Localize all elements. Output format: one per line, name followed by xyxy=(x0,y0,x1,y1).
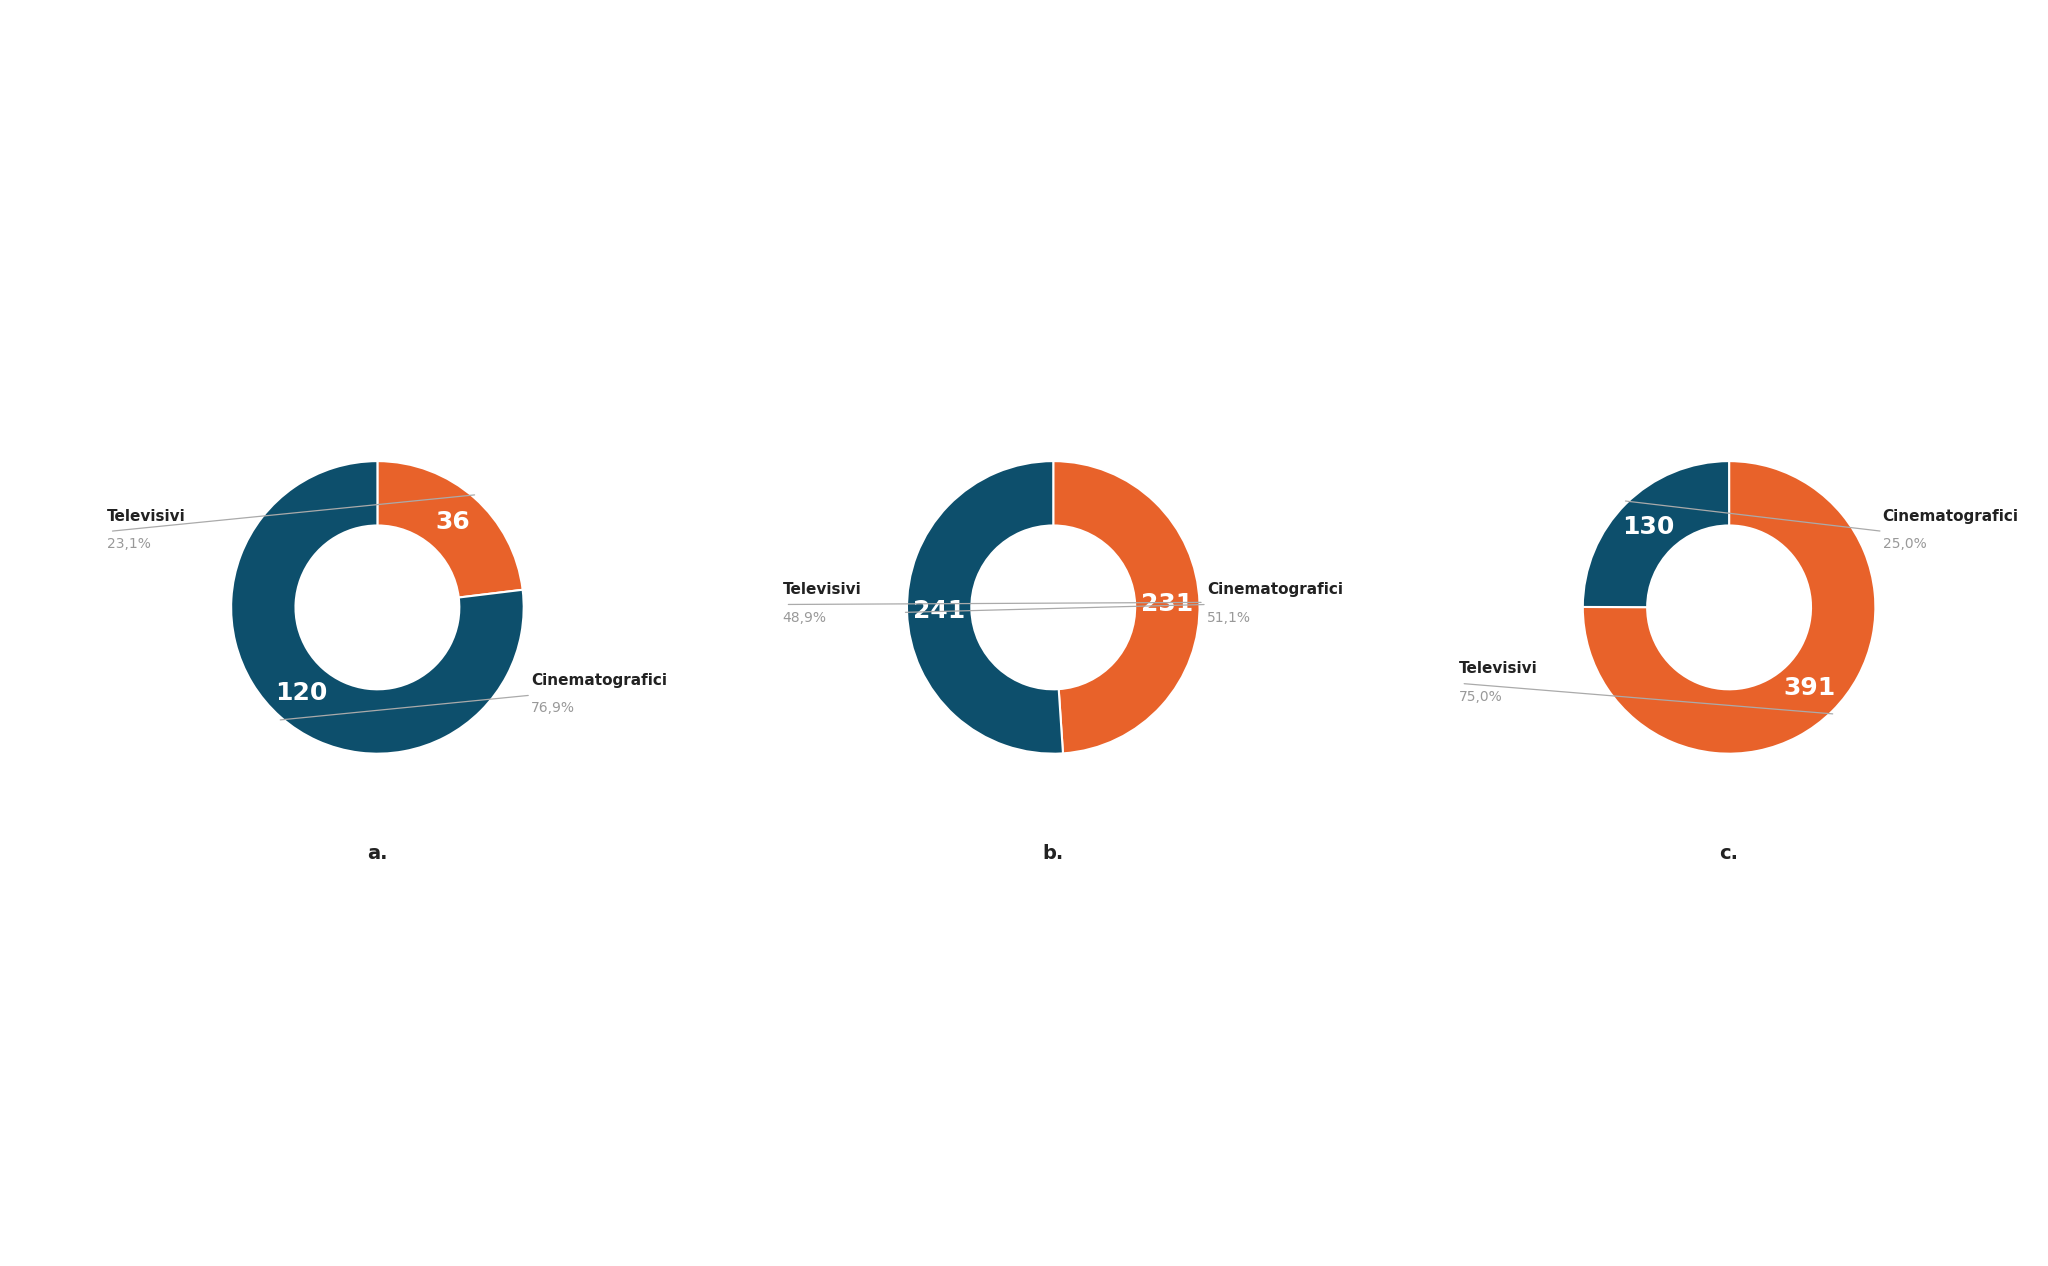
Text: 23,1%: 23,1% xyxy=(106,538,152,552)
Wedge shape xyxy=(1583,461,1729,608)
Text: b.: b. xyxy=(1042,844,1063,863)
Wedge shape xyxy=(377,461,522,598)
Text: Televisivi: Televisivi xyxy=(1458,661,1538,676)
Text: 25,0%: 25,0% xyxy=(1882,538,1927,552)
Text: 51,1%: 51,1% xyxy=(1206,610,1251,624)
Text: 391: 391 xyxy=(1784,676,1835,700)
Text: Televisivi: Televisivi xyxy=(106,509,186,524)
Wedge shape xyxy=(231,461,524,753)
Wedge shape xyxy=(1583,461,1876,753)
Text: 76,9%: 76,9% xyxy=(530,701,575,715)
Text: Cinematografici: Cinematografici xyxy=(530,674,668,687)
Text: 120: 120 xyxy=(276,681,328,705)
Text: 75,0%: 75,0% xyxy=(1458,690,1503,704)
Text: 130: 130 xyxy=(1622,514,1675,538)
Text: 231: 231 xyxy=(1141,591,1194,615)
Text: 36: 36 xyxy=(436,510,471,534)
Text: Televisivi: Televisivi xyxy=(782,582,862,598)
Text: 241: 241 xyxy=(913,599,965,623)
Wedge shape xyxy=(907,461,1063,753)
Text: Cinematografici: Cinematografici xyxy=(1882,509,2019,524)
Text: 48,9%: 48,9% xyxy=(782,610,827,624)
Text: c.: c. xyxy=(1720,844,1739,863)
Text: a.: a. xyxy=(367,844,387,863)
Wedge shape xyxy=(1053,461,1200,753)
Text: Cinematografici: Cinematografici xyxy=(1206,582,1343,598)
